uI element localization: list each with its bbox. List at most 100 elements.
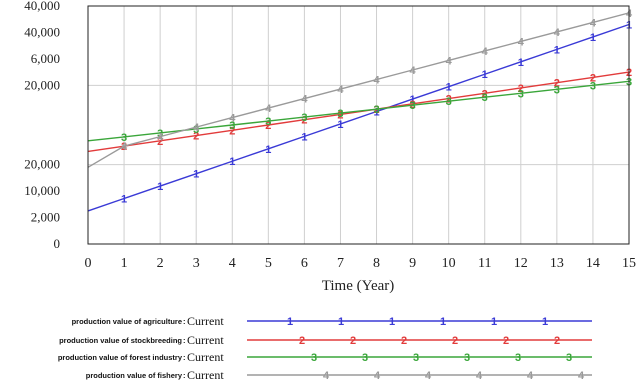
series-line <box>87 23 630 212</box>
series-line <box>87 12 630 168</box>
series-marker: 1 <box>410 94 416 106</box>
series-marker: 1 <box>301 131 307 143</box>
series-marker: 4 <box>373 75 380 87</box>
series-marker: 1 <box>482 69 488 81</box>
series-marker: 2 <box>337 109 343 121</box>
x-axis-label: Time (Year) <box>322 278 395 294</box>
legend: production value of agriculture: Current 1… <box>58 314 592 382</box>
series-marker: 3 <box>446 96 452 108</box>
series-marker: 2 <box>193 131 199 143</box>
series-marker: 4 <box>554 27 561 39</box>
x-tick-label: 15 <box>622 256 636 271</box>
legend-series-name: production value of agriculture <box>72 317 182 326</box>
series-marker: 3 <box>229 120 235 132</box>
series-marker: 3 <box>554 84 560 96</box>
legend-run-label: Current <box>187 333 224 347</box>
x-tick-label: 0 <box>85 256 92 271</box>
series-marker: 1 <box>337 119 343 131</box>
legend-item: production value of forest industry: Curr… <box>58 350 592 364</box>
series-marker: 3 <box>157 128 163 140</box>
legend-marker: 1 <box>440 316 446 328</box>
y-tick-label: 2,000 <box>31 210 60 225</box>
plot-frame <box>87 5 630 245</box>
legend-marker: 2 <box>401 335 407 347</box>
legend-marker: 2 <box>350 335 356 347</box>
series-marker: 2 <box>446 94 452 106</box>
y-tick-label: 0 <box>54 236 61 251</box>
series-marker: 2 <box>482 88 488 100</box>
x-tick-label: 9 <box>409 256 416 271</box>
x-tick-label: 2 <box>157 256 164 271</box>
series-marker: 1 <box>373 107 379 119</box>
x-tick-label: 4 <box>229 256 236 271</box>
series-marker: 1 <box>590 32 596 44</box>
series-marker: 4 <box>121 141 128 153</box>
series-marker: 1 <box>265 144 271 156</box>
legend-marker: 3 <box>566 352 572 364</box>
series-marker: 4 <box>301 94 308 106</box>
x-axis-ticks: 0 1 2 3 4 5 6 7 8 9 10 11 12 13 14 15 <box>85 256 637 271</box>
x-tick-label: 6 <box>301 256 308 271</box>
legend-colon: : <box>183 317 186 326</box>
series-marker: 1 <box>554 44 560 56</box>
series-marker: 4 <box>157 132 164 144</box>
series-marker: 3 <box>121 132 127 144</box>
legend-marker: 3 <box>311 352 317 364</box>
legend-marker: 3 <box>515 352 521 364</box>
series-marker: 1 <box>157 181 163 193</box>
legend-marker: 1 <box>338 316 344 328</box>
x-tick-label: 10 <box>442 256 456 271</box>
legend-colon: : <box>183 371 186 380</box>
x-tick-label: 13 <box>550 256 564 271</box>
series-marker: 2 <box>121 141 127 153</box>
series-marker: 1 <box>229 156 235 168</box>
legend-marker: 1 <box>389 316 395 328</box>
series-marker: 2 <box>590 72 596 84</box>
x-tick-label: 1 <box>121 256 128 271</box>
series-marker: 4 <box>446 55 453 67</box>
legend-marker: 4 <box>425 370 432 382</box>
legend-marker: 2 <box>299 335 305 347</box>
legend-series-name: production value of fishery <box>86 371 183 380</box>
series-marker: 4 <box>229 113 236 125</box>
series-marker: 3 <box>482 92 488 104</box>
series-marker: 3 <box>373 104 379 116</box>
x-tick-label: 5 <box>265 256 272 271</box>
legend-marker: 4 <box>476 370 483 382</box>
series-marker: 4 <box>265 103 272 115</box>
series-marker: 2 <box>301 115 307 127</box>
legend-colon: : <box>183 353 186 362</box>
legend-marker: 4 <box>374 370 381 382</box>
legend-marker: 2 <box>554 335 560 347</box>
legend-series-name: production value of stockbreeding <box>59 336 182 345</box>
series-line <box>87 80 630 142</box>
series-marker: 2 <box>265 120 271 132</box>
series-marker: 4 <box>410 65 417 77</box>
legend-marker: 1 <box>491 316 497 328</box>
legend-run-label: Current <box>187 368 224 382</box>
series-marker: 2 <box>518 83 524 95</box>
x-tick-label: 8 <box>373 256 380 271</box>
legend-run-label: Current <box>187 350 224 364</box>
legend-colon: : <box>183 336 186 345</box>
y-tick-label: 20,000 <box>24 77 60 92</box>
series-marker: 3 <box>518 88 524 100</box>
x-tick-label: 11 <box>478 256 491 271</box>
legend-marker: 1 <box>542 316 548 328</box>
y-tick-label: 40,000 <box>24 0 60 13</box>
legend-item: production value of fishery: Current 4 4 4 4 4… <box>86 368 592 382</box>
series-marker: 3 <box>410 100 416 112</box>
series-marker: 2 <box>157 136 163 148</box>
x-tick-label: 12 <box>514 256 528 271</box>
series-marker: 3 <box>590 80 596 92</box>
series-marker: 4 <box>590 17 597 29</box>
series-marker: 3 <box>265 116 271 128</box>
x-tick-label: 3 <box>193 256 200 271</box>
legend-marker: 1 <box>287 316 293 328</box>
y-axis-ticks: 0 2,000 10,000 20,000 20,000 6,000 40,000 40,00… <box>24 0 60 251</box>
x-tick-label: 7 <box>337 256 344 271</box>
